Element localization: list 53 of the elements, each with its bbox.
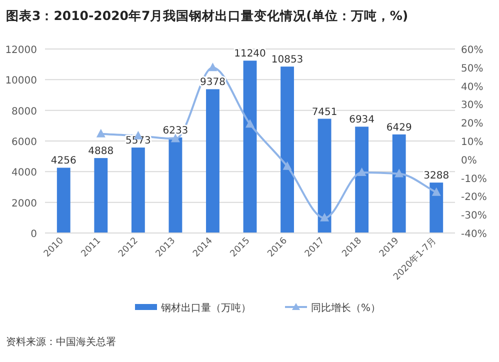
y-tick-label: 12000 [5,45,37,56]
data-label: 6934 [349,114,375,126]
bar [56,168,70,233]
y-tick-label: 6000 [12,137,37,148]
data-label: 9378 [200,77,226,88]
y-tick-label: 4000 [12,168,37,179]
y-tick-label: 10000 [5,76,37,87]
y2-tick-label: 0% [461,155,477,166]
bar [392,134,406,233]
point [432,187,441,196]
point [282,161,292,170]
y2-tick-label: 40% [461,82,484,93]
bar [131,148,145,233]
bar [168,137,182,233]
data-label: 7451 [312,106,338,118]
y-tick-label: 8000 [12,106,37,118]
point [320,212,330,222]
y2-tick-label: 50% [461,63,484,74]
y2-tick-label: 60% [461,45,484,56]
text: 资料来源：中国海关总署 [6,336,116,348]
y2-tick-label: 20% [461,118,484,130]
y2-tick-label: -10% [461,174,487,185]
bar [355,126,369,233]
bar [318,118,332,233]
legend-label: 同比增长（%） [311,302,381,314]
point [357,167,366,176]
y-tick-label: 0 [30,229,37,240]
y2-tick-label: -20% [461,192,487,204]
data-label: 6233 [162,125,188,136]
chart-title: 图表3：2010-2020年7月我国钢材出口量变化情况(单位：万吨，%) [6,8,408,23]
y2-tick-label: 10% [461,137,484,148]
point [246,119,254,128]
data-label: 5573 [125,136,151,147]
data-label: 4256 [50,156,76,167]
data-label: 4888 [88,146,114,158]
y2-tick-label: -40% [461,229,487,240]
point [208,62,218,72]
bar [94,158,108,233]
data-label: 11240 [234,48,266,60]
bar [280,66,294,233]
bar [243,60,257,233]
point [96,128,106,138]
y2-tick-label: -30% [461,210,487,222]
data-label: 3288 [424,170,450,182]
data-label: 10853 [271,54,304,66]
data-label: 6429 [386,122,412,134]
bar [206,89,220,233]
point [170,134,180,142]
point [394,168,404,178]
y2-tick-label: 30% [461,100,484,112]
legend-label: 钢材出口量（万吨） [160,302,251,314]
bar [430,182,444,233]
y-tick-label: 2000 [12,198,37,210]
